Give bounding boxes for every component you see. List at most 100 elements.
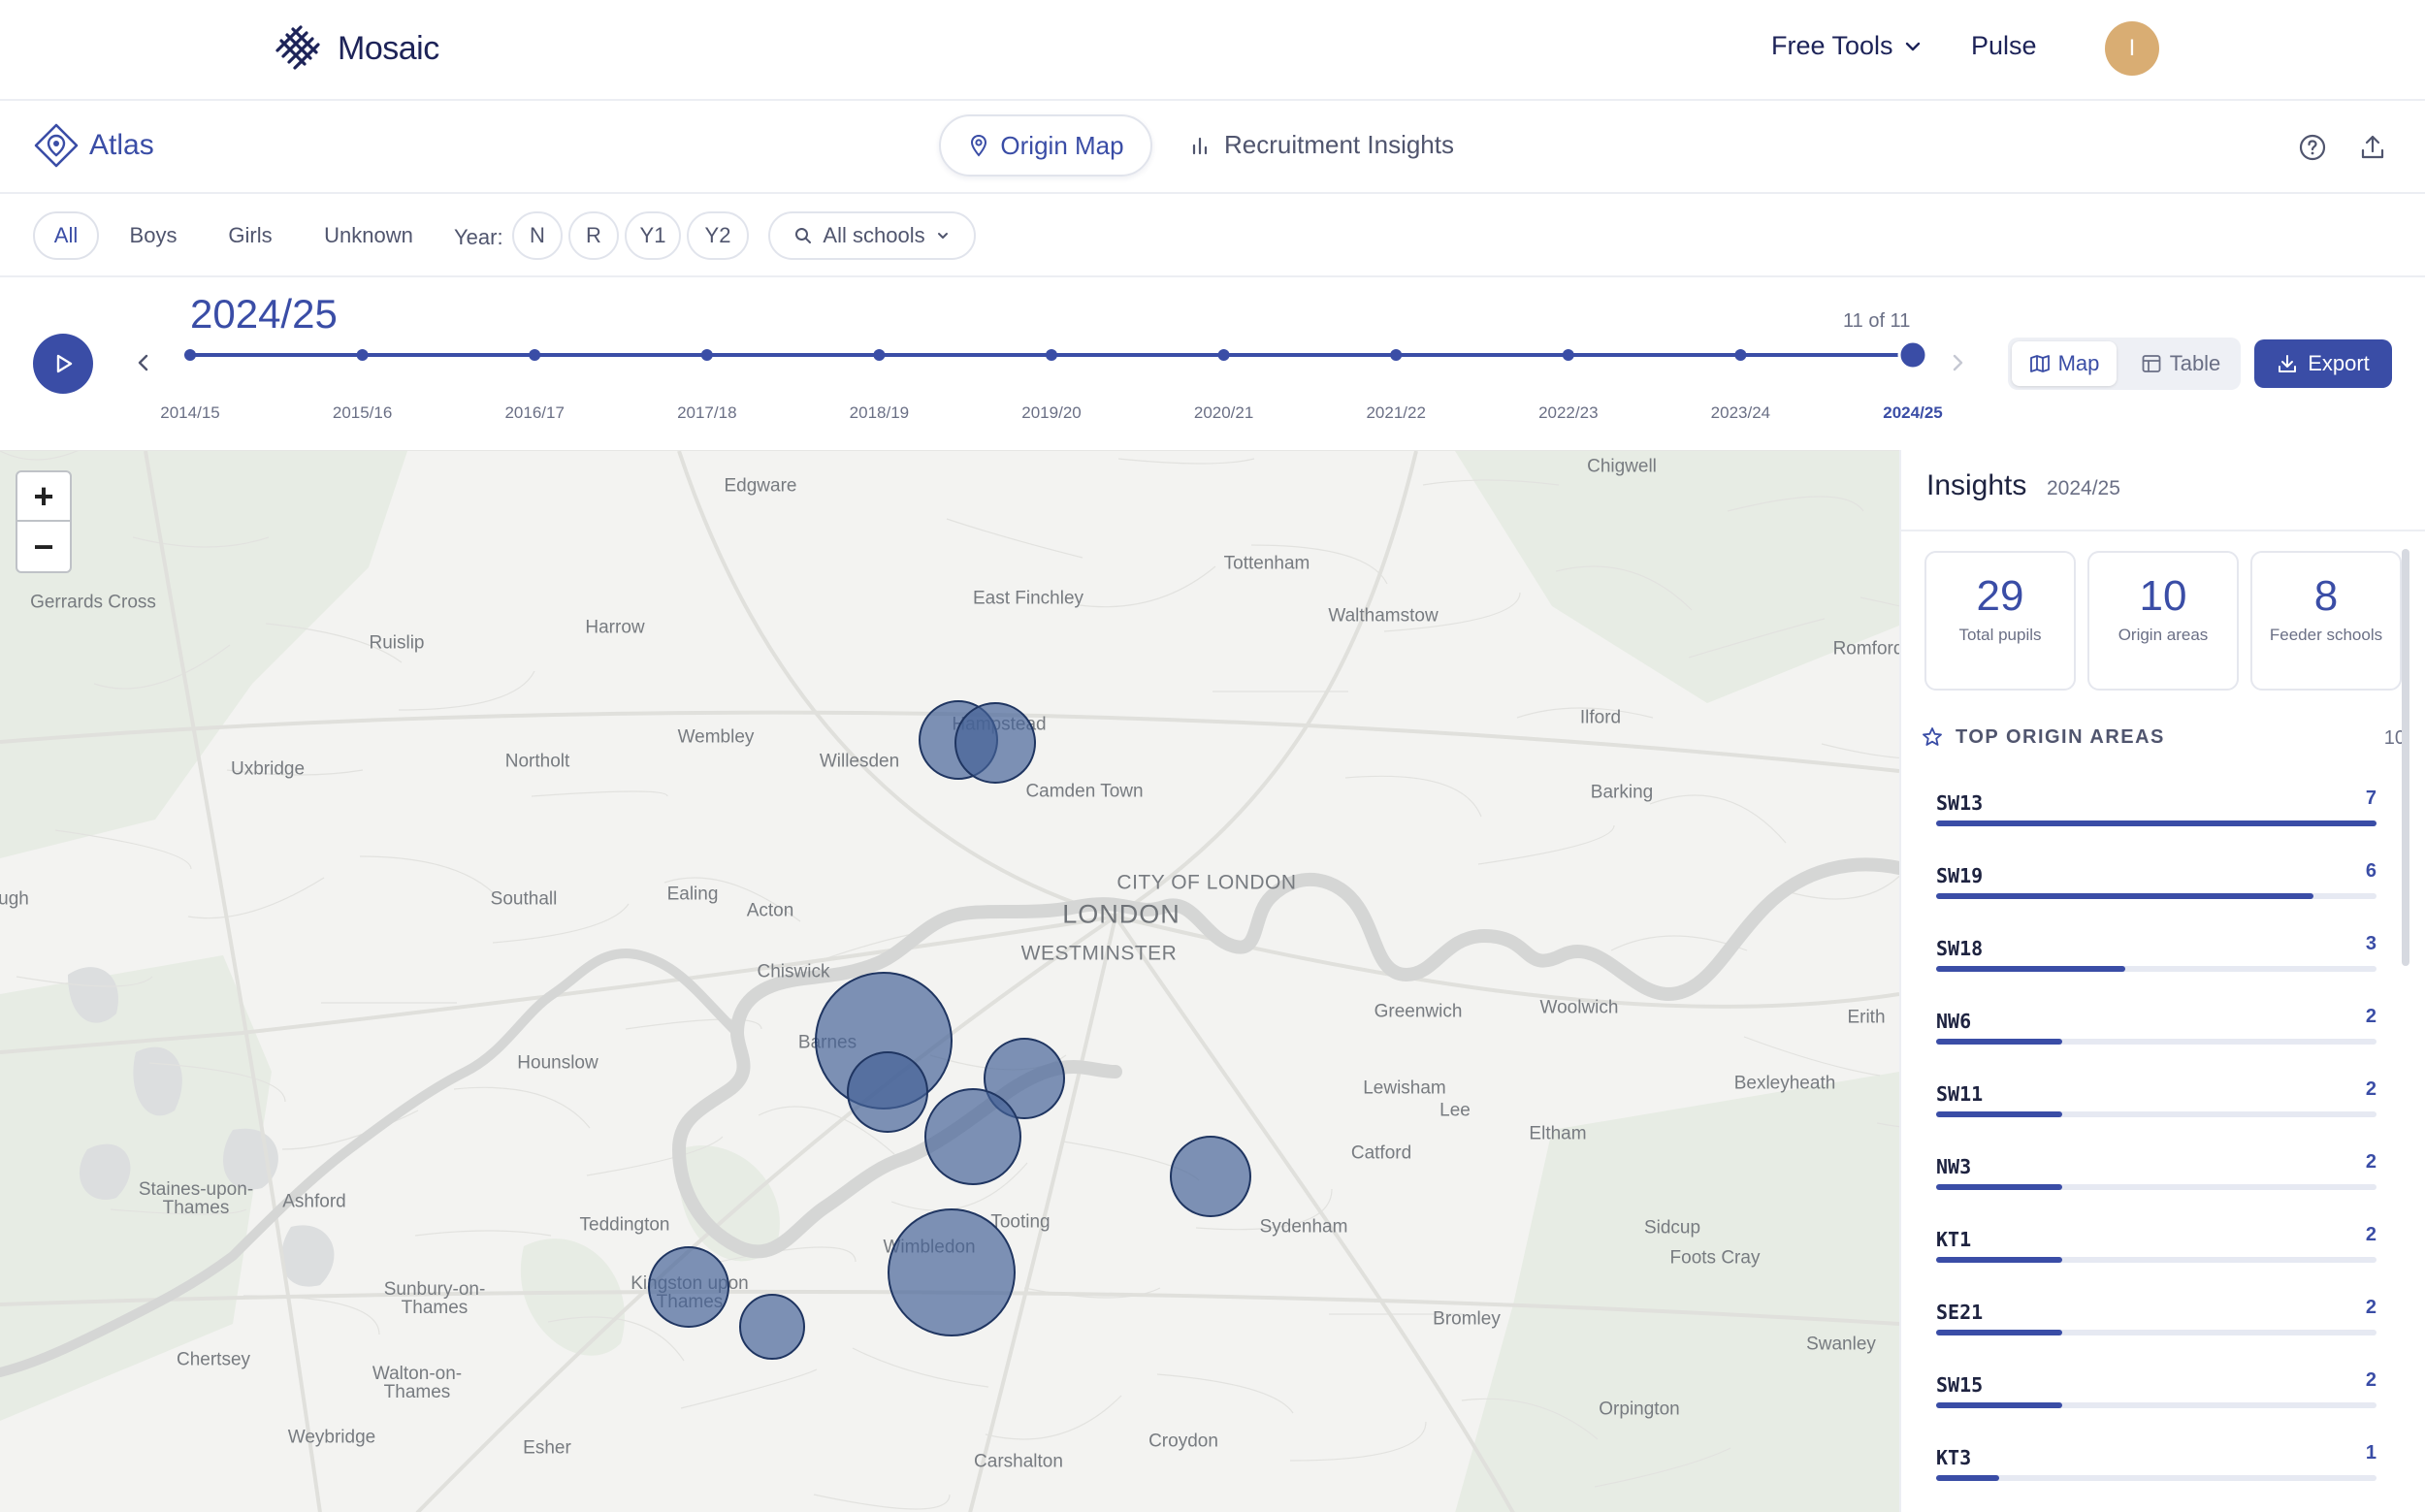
origin-area-row[interactable]: SW19 6 bbox=[1936, 860, 2376, 913]
origin-map[interactable]: Chigwell Edgware Tottenham Gerrards Cross Ru… bbox=[0, 450, 1899, 1512]
chevron-down-icon bbox=[937, 233, 948, 239]
place-label: Barking bbox=[1590, 782, 1654, 803]
place-label: Greenwich bbox=[1374, 1001, 1463, 1022]
year-filter-n[interactable]: N bbox=[512, 211, 563, 260]
stat-card-origin-areas: 10 Origin areas bbox=[2087, 551, 2239, 691]
origin-bubble[interactable] bbox=[648, 1246, 729, 1328]
user-avatar[interactable]: I bbox=[2105, 21, 2159, 76]
place-label: Woolwich bbox=[1539, 997, 1619, 1018]
place-label: Staines-upon- Thames bbox=[138, 1179, 254, 1218]
filter-boys[interactable]: Boys bbox=[114, 211, 192, 260]
atlas-logo[interactable]: Atlas bbox=[33, 122, 154, 169]
origin-area-row[interactable]: NW3 2 bbox=[1936, 1151, 2376, 1204]
timeline-year-label[interactable]: 2020/21 bbox=[1193, 403, 1254, 422]
origin-area-row[interactable]: SW15 2 bbox=[1936, 1369, 2376, 1422]
previous-year-button[interactable] bbox=[132, 347, 155, 378]
year-filter-r[interactable]: R bbox=[568, 211, 619, 260]
place-label: Tottenham bbox=[1223, 553, 1310, 574]
place-label: Walthamstow bbox=[1328, 605, 1439, 627]
origin-area-row[interactable]: NW6 2 bbox=[1936, 1006, 2376, 1058]
timeline-dot[interactable] bbox=[1046, 349, 1057, 361]
timeline-year-label[interactable]: 2023/24 bbox=[1710, 403, 1771, 422]
place-label: Bromley bbox=[1433, 1308, 1501, 1330]
origin-area-row[interactable]: KT3 1 bbox=[1936, 1442, 2376, 1495]
origin-bubble[interactable] bbox=[847, 1051, 928, 1133]
help-button[interactable] bbox=[2295, 130, 2330, 165]
top-origin-areas-header: TOP ORIGIN AREAS 10 bbox=[1921, 725, 2406, 749]
timeline-year-label[interactable]: 2021/22 bbox=[1366, 403, 1426, 422]
place-label: Weybridge bbox=[287, 1427, 376, 1448]
timeline-dot[interactable] bbox=[1734, 349, 1747, 361]
timeline-dot[interactable] bbox=[1390, 349, 1403, 361]
origin-area-bar bbox=[1936, 1330, 2376, 1335]
year-filter-y1[interactable]: Y1 bbox=[625, 211, 681, 260]
filter-all-label: All bbox=[53, 223, 79, 247]
timeline-year-label[interactable]: 2024/25 bbox=[1883, 403, 1943, 422]
tab-origin-map-label: Origin Map bbox=[1000, 130, 1124, 160]
download-icon bbox=[2279, 355, 2297, 372]
place-label: Swanley bbox=[1806, 1334, 1876, 1355]
timeline-handle[interactable] bbox=[1897, 339, 1928, 370]
stat-card-total-pupils: 29 Total pupils bbox=[1924, 551, 2076, 691]
origin-bubble[interactable] bbox=[1170, 1136, 1251, 1217]
origin-area-bar bbox=[1936, 1475, 2376, 1481]
play-button[interactable] bbox=[33, 334, 93, 394]
pulse-link[interactable]: Pulse bbox=[1971, 31, 2037, 61]
zoom-in-button[interactable]: + bbox=[17, 472, 70, 522]
timeline-year-label[interactable]: 2017/18 bbox=[677, 403, 737, 422]
origin-area-row[interactable]: SW13 7 bbox=[1936, 788, 2376, 840]
app-header: Atlas Origin Map Recruitment Insights bbox=[0, 101, 2425, 194]
timeline-year-label[interactable]: 2014/15 bbox=[160, 403, 220, 422]
origin-area-count: 7 bbox=[2365, 788, 2376, 809]
map-view-button[interactable]: Map bbox=[2012, 341, 2117, 386]
origin-area-count: 2 bbox=[2365, 1006, 2376, 1027]
timeline-dot[interactable] bbox=[700, 349, 713, 361]
place-label: ugh bbox=[0, 888, 29, 910]
mosaic-logo[interactable]: Mosaic bbox=[272, 21, 439, 76]
origin-area-row[interactable]: SW18 3 bbox=[1936, 933, 2376, 985]
origin-bubble[interactable] bbox=[739, 1294, 805, 1360]
share-button[interactable] bbox=[2355, 130, 2390, 165]
tab-recruitment-insights[interactable]: Recruitment Insights bbox=[1189, 130, 1454, 160]
map-basemap bbox=[0, 451, 1899, 1512]
place-label: Croydon bbox=[1148, 1431, 1218, 1452]
place-label: Chiswick bbox=[757, 961, 830, 982]
timeline-dot[interactable] bbox=[873, 349, 886, 361]
timeline-dot[interactable] bbox=[1217, 349, 1230, 361]
origin-bubble[interactable] bbox=[888, 1208, 1016, 1336]
origin-area-bar bbox=[1936, 1039, 2376, 1045]
school-select[interactable]: All schools bbox=[768, 211, 976, 260]
year-filter-y2[interactable]: Y2 bbox=[687, 211, 749, 260]
origin-area-row[interactable]: KT1 2 bbox=[1936, 1224, 2376, 1276]
origin-area-row[interactable]: SW11 2 bbox=[1936, 1078, 2376, 1131]
timeline-year-label[interactable]: 2022/23 bbox=[1538, 403, 1599, 422]
timeline-year-label[interactable]: 2015/16 bbox=[332, 403, 393, 422]
origin-area-row[interactable]: SE21 2 bbox=[1936, 1297, 2376, 1349]
origin-bubble[interactable] bbox=[954, 702, 1036, 784]
tab-origin-map[interactable]: Origin Map bbox=[939, 114, 1152, 177]
filter-girls[interactable]: Girls bbox=[211, 211, 289, 260]
timeline-dot[interactable] bbox=[1562, 349, 1574, 361]
place-label: LONDON bbox=[1062, 899, 1180, 929]
place-label: Teddington bbox=[579, 1214, 670, 1236]
timeline-dot[interactable] bbox=[529, 349, 541, 361]
table-view-button[interactable]: Table bbox=[2126, 341, 2235, 386]
timeline-dot[interactable] bbox=[356, 349, 369, 361]
filter-unknown[interactable]: Unknown bbox=[308, 211, 429, 260]
origin-area-bar-fill bbox=[1936, 1475, 1999, 1481]
insights-scrollbar[interactable] bbox=[2402, 549, 2409, 966]
filter-all[interactable]: All bbox=[33, 211, 99, 260]
timeline-year-label[interactable]: 2019/20 bbox=[1021, 403, 1082, 422]
zoom-out-button[interactable]: − bbox=[33, 526, 54, 566]
origin-bubble[interactable] bbox=[924, 1088, 1021, 1185]
timeline-dot[interactable] bbox=[184, 349, 196, 361]
export-button[interactable]: Export bbox=[2254, 339, 2392, 388]
next-year-button[interactable] bbox=[1946, 347, 1969, 378]
timeline-track[interactable] bbox=[175, 336, 1940, 394]
place-label: Ilford bbox=[1579, 707, 1622, 728]
origin-area-code: KT1 bbox=[1936, 1228, 1972, 1251]
place-label: Gerrards Cross bbox=[30, 592, 156, 613]
free-tools-menu[interactable]: Free Tools bbox=[1771, 31, 1923, 61]
timeline-year-label[interactable]: 2016/17 bbox=[504, 403, 565, 422]
timeline-year-label[interactable]: 2018/19 bbox=[849, 403, 910, 422]
